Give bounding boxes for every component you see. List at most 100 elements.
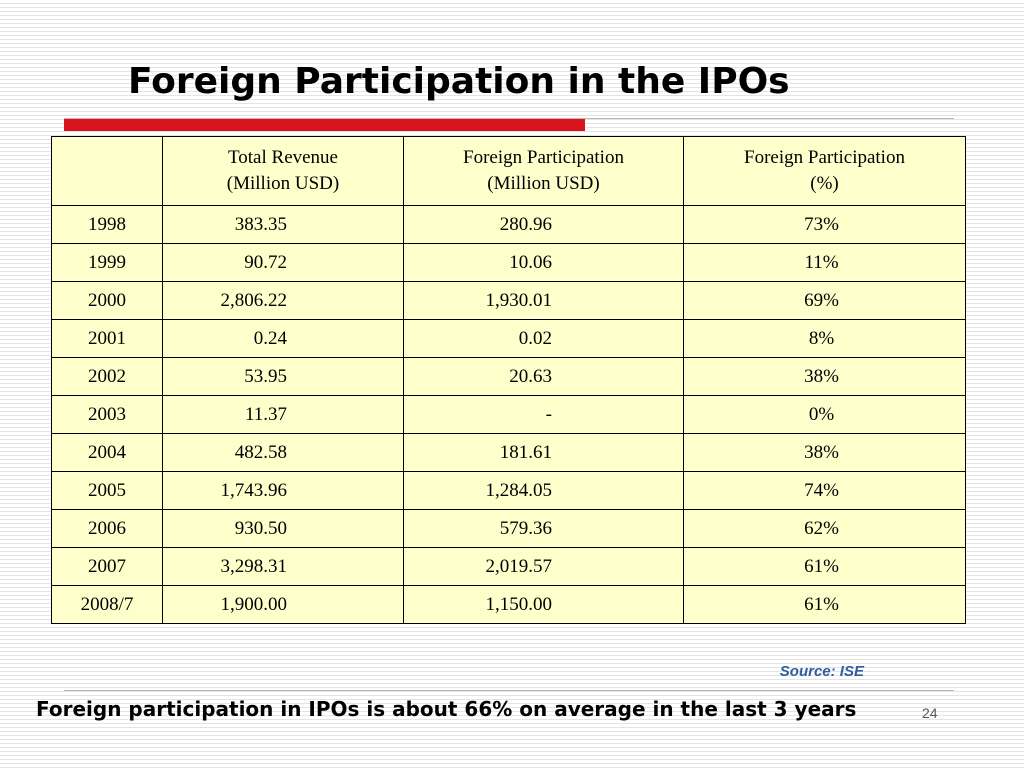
foreign-pct-cell: 61% [683,547,966,586]
total-revenue-cell-text: 1,900.00 [220,593,288,615]
year-cell-text: 2001 [88,327,126,349]
year-cell-text: 2006 [88,517,126,539]
foreign-pct-cell-text: 38% [804,441,839,463]
header-foreign-pct-line2: (%) [810,173,839,194]
foreign-usd-cell-text: 10.06 [509,251,552,273]
year-cell: 2006 [51,509,163,548]
table-row: 1998 383.35 280.96 73% [51,205,966,244]
foreign-usd-cell: 20.63 [403,357,684,396]
foreign-pct-cell: 61% [683,585,966,624]
year-cell: 2001 [51,319,163,358]
year-cell-text: 1998 [88,213,126,235]
table-row: 2001 0.24 0.02 8% [51,319,966,358]
total-revenue-cell: 930.50 [162,509,404,548]
total-revenue-cell: 1,743.96 [162,471,404,510]
total-revenue-cell: 3,298.31 [162,547,404,586]
foreign-pct-cell: 38% [683,433,966,472]
table-row: 2005 1,743.96 1,284.05 74% [51,471,966,510]
total-revenue-cell: 0.24 [162,319,404,358]
foreign-usd-cell: 280.96 [403,205,684,244]
total-revenue-cell-text: 90.72 [244,251,287,273]
year-cell-text: 2008/7 [80,593,134,615]
year-cell: 2004 [51,433,163,472]
year-cell: 1999 [51,243,163,282]
foreign-usd-cell-text: 280.96 [499,213,552,235]
foreign-pct-cell-text: 61% [804,593,839,615]
total-revenue-cell-text: 3,298.31 [220,555,288,577]
foreign-usd-cell: - [403,395,684,434]
table-row: 2007 3,298.31 2,019.57 61% [51,547,966,586]
foreign-usd-cell: 1,284.05 [403,471,684,510]
foreign-usd-cell: 10.06 [403,243,684,282]
foreign-usd-cell: 2,019.57 [403,547,684,586]
foreign-usd-cell-text: 1,284.05 [485,479,553,501]
foreign-pct-cell-text: 62% [804,517,839,539]
table-row: 1999 90.72 10.06 11% [51,243,966,282]
table-row: 2008/7 1,900.00 1,150.00 61% [51,585,966,624]
total-revenue-cell-text: 1,743.96 [220,479,288,501]
total-revenue-cell: 383.35 [162,205,404,244]
foreign-usd-cell-text: 0.02 [518,327,552,349]
table-row: 2002 53.95 20.63 38% [51,357,966,396]
foreign-pct-cell: 8% [683,319,966,358]
total-revenue-cell-text: 930.50 [234,517,287,539]
header-total-revenue-line2: (Million USD) [226,173,340,194]
total-revenue-cell-text: 2,806.22 [220,289,288,311]
foreign-usd-cell: 181.61 [403,433,684,472]
total-revenue-cell-text: 482.58 [234,441,287,463]
year-cell-text: 2005 [88,479,126,501]
year-cell: 2002 [51,357,163,396]
total-revenue-cell: 482.58 [162,433,404,472]
year-cell: 2008/7 [51,585,163,624]
table-row: 2006 930.50 579.36 62% [51,509,966,548]
title-divider-line [64,118,954,119]
slide-number: 24 [922,705,938,721]
foreign-pct-cell-text: 0% [808,403,835,425]
foreign-pct-cell-text: 73% [804,213,839,235]
foreign-pct-cell: 0% [683,395,966,434]
foreign-pct-cell-text: 11% [804,251,839,273]
footer-summary: Foreign participation in IPOs is about 6… [36,697,857,721]
total-revenue-cell: 1,900.00 [162,585,404,624]
footer-divider-line [64,690,954,691]
foreign-usd-cell: 0.02 [403,319,684,358]
year-cell-text: 2003 [88,403,126,425]
year-cell: 2003 [51,395,163,434]
foreign-pct-cell: 73% [683,205,966,244]
slide-title: Foreign Participation in the IPOs [128,61,790,102]
foreign-pct-cell: 38% [683,357,966,396]
total-revenue-cell-text: 383.35 [234,213,287,235]
foreign-usd-cell-text: 579.36 [499,517,552,539]
source-note: Source: ISE [779,663,864,680]
header-foreign-usd-line1: Foreign Participation [463,147,624,168]
total-revenue-cell: 90.72 [162,243,404,282]
foreign-pct-cell: 69% [683,281,966,320]
foreign-pct-cell: 74% [683,471,966,510]
year-cell-text: 2004 [88,441,126,463]
header-year [51,136,163,206]
total-revenue-cell-text: 11.37 [244,403,287,425]
total-revenue-cell-text: 0.24 [253,327,287,349]
header-foreign-usd-line2: (Million USD) [487,173,600,194]
ipo-foreign-participation-table: Total Revenue (Million USD) Foreign Part… [51,136,966,624]
year-cell-text: 2002 [88,365,126,387]
foreign-usd-cell-text: 1,930.01 [485,289,553,311]
total-revenue-cell: 11.37 [162,395,404,434]
table-row: 2004 482.58 181.61 38% [51,433,966,472]
year-cell: 1998 [51,205,163,244]
total-revenue-cell: 2,806.22 [162,281,404,320]
foreign-usd-cell-text: 2,019.57 [485,555,553,577]
foreign-usd-cell: 1,150.00 [403,585,684,624]
header-total-revenue-line1: Total Revenue [228,147,338,168]
foreign-usd-cell-text: 20.63 [509,365,552,387]
header-foreign-participation-usd: Foreign Participation (Million USD) [403,136,684,206]
table-row: 2003 11.37 - 0% [51,395,966,434]
year-cell: 2007 [51,547,163,586]
year-cell-text: 2007 [88,555,126,577]
year-cell-text: 2000 [88,289,126,311]
year-cell: 2000 [51,281,163,320]
foreign-pct-cell-text: 74% [804,479,839,501]
foreign-usd-cell-text: 181.61 [499,441,552,463]
total-revenue-cell-text: 53.95 [244,365,287,387]
header-foreign-participation-pct: Foreign Participation (%) [683,136,966,206]
